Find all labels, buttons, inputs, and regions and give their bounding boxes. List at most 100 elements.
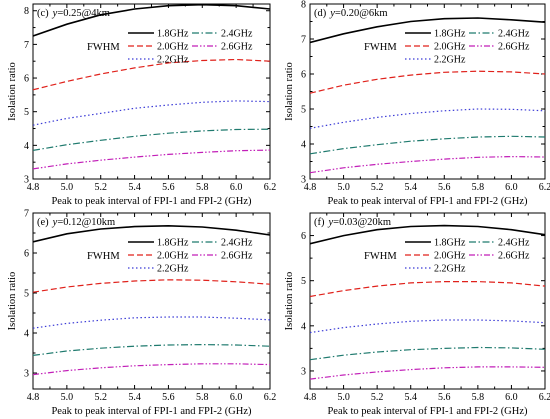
panel-letter: (d) bbox=[314, 8, 327, 19]
panel-3: 4.8 5.0 5.2 5.4 5.6 5.8 6.0 6.2 3 4 5 6 Peak to peak… bbox=[284, 212, 550, 417]
x-tick-label: 6.2 bbox=[539, 392, 550, 403]
x-tick-label: 5.6 bbox=[162, 392, 175, 403]
panel-y-value: =0.03@20km bbox=[333, 217, 391, 228]
x-tick-label: 5.2 bbox=[371, 392, 384, 403]
x-axis-label: Peak to peak interval of FPI-1 and FPI-2… bbox=[51, 196, 252, 207]
x-tick-label: 5.8 bbox=[472, 392, 485, 403]
series-line-2-0ghz bbox=[33, 58, 270, 91]
series-line-1-8ghz bbox=[33, 4, 270, 37]
x-tick-label: 6.2 bbox=[264, 392, 277, 403]
x-tick-label: 4.8 bbox=[27, 182, 40, 193]
series-line-2-4ghz bbox=[310, 346, 545, 361]
y-tick-label: 3 bbox=[24, 175, 29, 186]
x-tick-label: 5.6 bbox=[438, 182, 451, 193]
series-line-2-2ghz bbox=[310, 319, 545, 334]
series-line-2-2ghz bbox=[33, 316, 270, 329]
legend-entry: 2.6GHz bbox=[221, 42, 253, 53]
y-axis-label: Isolation ratio bbox=[7, 272, 18, 331]
legend-entry: 2.0GHz bbox=[434, 251, 466, 262]
legend-entry: 2.6GHz bbox=[221, 251, 253, 262]
x-tick-label: 4.8 bbox=[304, 392, 317, 403]
series-line-2-4ghz bbox=[310, 135, 545, 155]
legend-entry: 2.4GHz bbox=[221, 29, 253, 40]
y-tick-label: 4 bbox=[301, 140, 306, 151]
x-tick-label: 5.8 bbox=[196, 392, 209, 403]
series-line-2-6ghz bbox=[310, 366, 545, 380]
x-tick-label: 5.8 bbox=[196, 182, 209, 193]
y-tick-label: 4 bbox=[301, 321, 306, 332]
x-tick-label: 5.2 bbox=[94, 182, 107, 193]
panel-y-symbol: y bbox=[52, 217, 58, 228]
series-line-2-2ghz bbox=[310, 108, 545, 129]
x-tick-label: 5.0 bbox=[61, 182, 74, 193]
panel-y-value: =0.20@6km bbox=[335, 8, 388, 19]
y-tick-label: 4 bbox=[24, 141, 29, 152]
x-tick-label: 5.4 bbox=[128, 182, 141, 193]
panel-label: (c) y=0.25@4km bbox=[37, 8, 110, 19]
x-tick-label: 6.0 bbox=[505, 392, 518, 403]
x-tick-label: 5.8 bbox=[472, 182, 485, 193]
legend-entry: 2.2GHz bbox=[157, 264, 189, 275]
panel-letter: (c) bbox=[37, 8, 49, 19]
series-line-2-0ghz bbox=[310, 70, 545, 94]
y-tick-label: 6 bbox=[24, 249, 29, 260]
panel-0: 4.8 5.0 5.2 5.4 5.6 5.8 6.0 6.2 3 4 5 6 7 8 Peak to pe… bbox=[7, 3, 277, 207]
x-tick-label: 5.4 bbox=[128, 392, 141, 403]
y-tick-label: 6 bbox=[24, 74, 29, 85]
legend-entry: 1.8GHz bbox=[157, 29, 189, 40]
legend-title: FWHM bbox=[87, 42, 120, 53]
legend-entry: 2.0GHz bbox=[157, 42, 189, 53]
series-line-1-8ghz bbox=[310, 17, 545, 44]
legend-entry: 2.4GHz bbox=[498, 238, 530, 249]
legend-title: FWHM bbox=[364, 251, 397, 262]
x-tick-label: 6.2 bbox=[264, 182, 277, 193]
x-tick-label: 6.2 bbox=[539, 182, 550, 193]
series-line-2-6ghz bbox=[33, 363, 270, 376]
x-tick-label: 6.0 bbox=[505, 182, 518, 193]
x-tick-label: 5.2 bbox=[371, 182, 384, 193]
x-tick-label: 5.6 bbox=[162, 182, 175, 193]
y-tick-label: 6 bbox=[301, 70, 306, 81]
series-line-2-6ghz bbox=[33, 149, 270, 170]
panel-y-value: =0.12@10km bbox=[57, 217, 115, 228]
legend-entry: 2.6GHz bbox=[498, 251, 530, 262]
legend-entry: 2.0GHz bbox=[434, 42, 466, 53]
series-line-2-0ghz bbox=[310, 281, 545, 298]
x-tick-label: 6.0 bbox=[230, 182, 243, 193]
series-line-2-2ghz bbox=[33, 100, 270, 126]
y-tick-label: 5 bbox=[301, 105, 306, 116]
y-tick-label: 3 bbox=[301, 175, 306, 186]
y-tick-label: 3 bbox=[24, 369, 29, 380]
x-tick-label: 4.8 bbox=[304, 182, 317, 193]
panel-label: (d) y=0.20@6km bbox=[314, 8, 388, 19]
y-axis-label: Isolation ratio bbox=[7, 62, 18, 121]
legend-title: FWHM bbox=[364, 42, 397, 53]
legend-entry: 2.6GHz bbox=[498, 42, 530, 53]
legend-entry: 2.0GHz bbox=[157, 251, 189, 262]
y-tick-label: 6 bbox=[301, 231, 306, 242]
panel-1: 4.8 5.0 5.2 5.4 5.6 5.8 6.0 6.2 3 4 5 6 7 8 Peak to pe… bbox=[284, 0, 550, 207]
x-axis-label: Peak to peak interval of FPI-1 and FPI-2… bbox=[327, 406, 528, 417]
x-tick-label: 4.8 bbox=[27, 392, 40, 403]
panel-y-value: =0.25@4km bbox=[57, 8, 110, 19]
series-line-2-4ghz bbox=[33, 343, 270, 356]
series-line-1-8ghz bbox=[33, 224, 270, 243]
y-axis-label: Isolation ratio bbox=[284, 62, 295, 121]
x-tick-label: 5.4 bbox=[404, 392, 417, 403]
y-tick-label: 4 bbox=[24, 329, 29, 340]
panel-y-symbol: y bbox=[328, 217, 334, 228]
x-tick-label: 5.0 bbox=[337, 392, 350, 403]
legend-entry: 2.2GHz bbox=[434, 55, 466, 66]
y-tick-label: 7 bbox=[301, 35, 306, 46]
y-tick-label: 8 bbox=[24, 6, 29, 17]
legend-entry: 2.2GHz bbox=[157, 55, 189, 66]
panel-label: (f) y=0.03@20km bbox=[314, 217, 391, 228]
panel-y-symbol: y bbox=[329, 8, 335, 19]
x-tick-label: 5.4 bbox=[404, 182, 417, 193]
y-axis-label: Isolation ratio bbox=[284, 272, 295, 331]
legend-entry: 2.2GHz bbox=[434, 264, 466, 275]
series-line-1-8ghz bbox=[310, 224, 545, 245]
y-tick-label: 5 bbox=[24, 289, 29, 300]
x-tick-label: 5.6 bbox=[438, 392, 451, 403]
